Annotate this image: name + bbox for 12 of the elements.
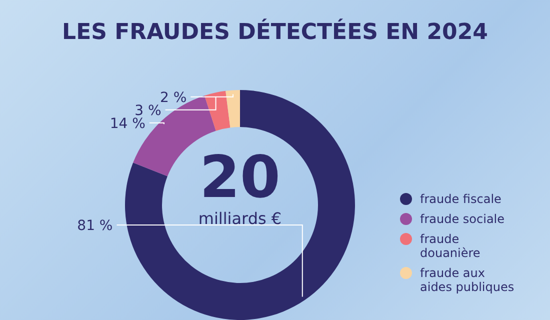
data-label: 2 % [160, 90, 187, 106]
donut-slice [125, 90, 355, 320]
legend-label: fraude sociale [420, 212, 506, 226]
text: 20 [198, 143, 282, 211]
data-label: 81 % [77, 218, 113, 234]
donut-slice [226, 90, 240, 128]
legend-label: fraude fiscale [420, 192, 502, 206]
text: milliards € [197, 209, 283, 228]
legend-label: fraude aux aides publiques [420, 266, 516, 294]
chart-title: LES FRAUDES DÉTECTÉES EN 2024 [61, 20, 489, 45]
donut-slice [204, 90, 230, 131]
legend-label: fraude douanière [420, 232, 482, 260]
